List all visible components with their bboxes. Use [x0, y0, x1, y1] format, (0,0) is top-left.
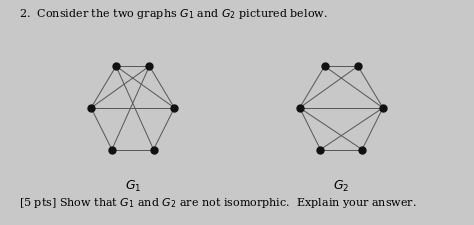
Text: 2.  Consider the two graphs $G_1$ and $G_2$ pictured below.: 2. Consider the two graphs $G_1$ and $G_… [19, 7, 328, 21]
Text: $G_1$: $G_1$ [125, 179, 141, 194]
Text: $G_2$: $G_2$ [333, 179, 349, 194]
Text: [5 pts] Show that $G_1$ and $G_2$ are not isomorphic.  Explain your answer.: [5 pts] Show that $G_1$ and $G_2$ are no… [19, 196, 417, 210]
